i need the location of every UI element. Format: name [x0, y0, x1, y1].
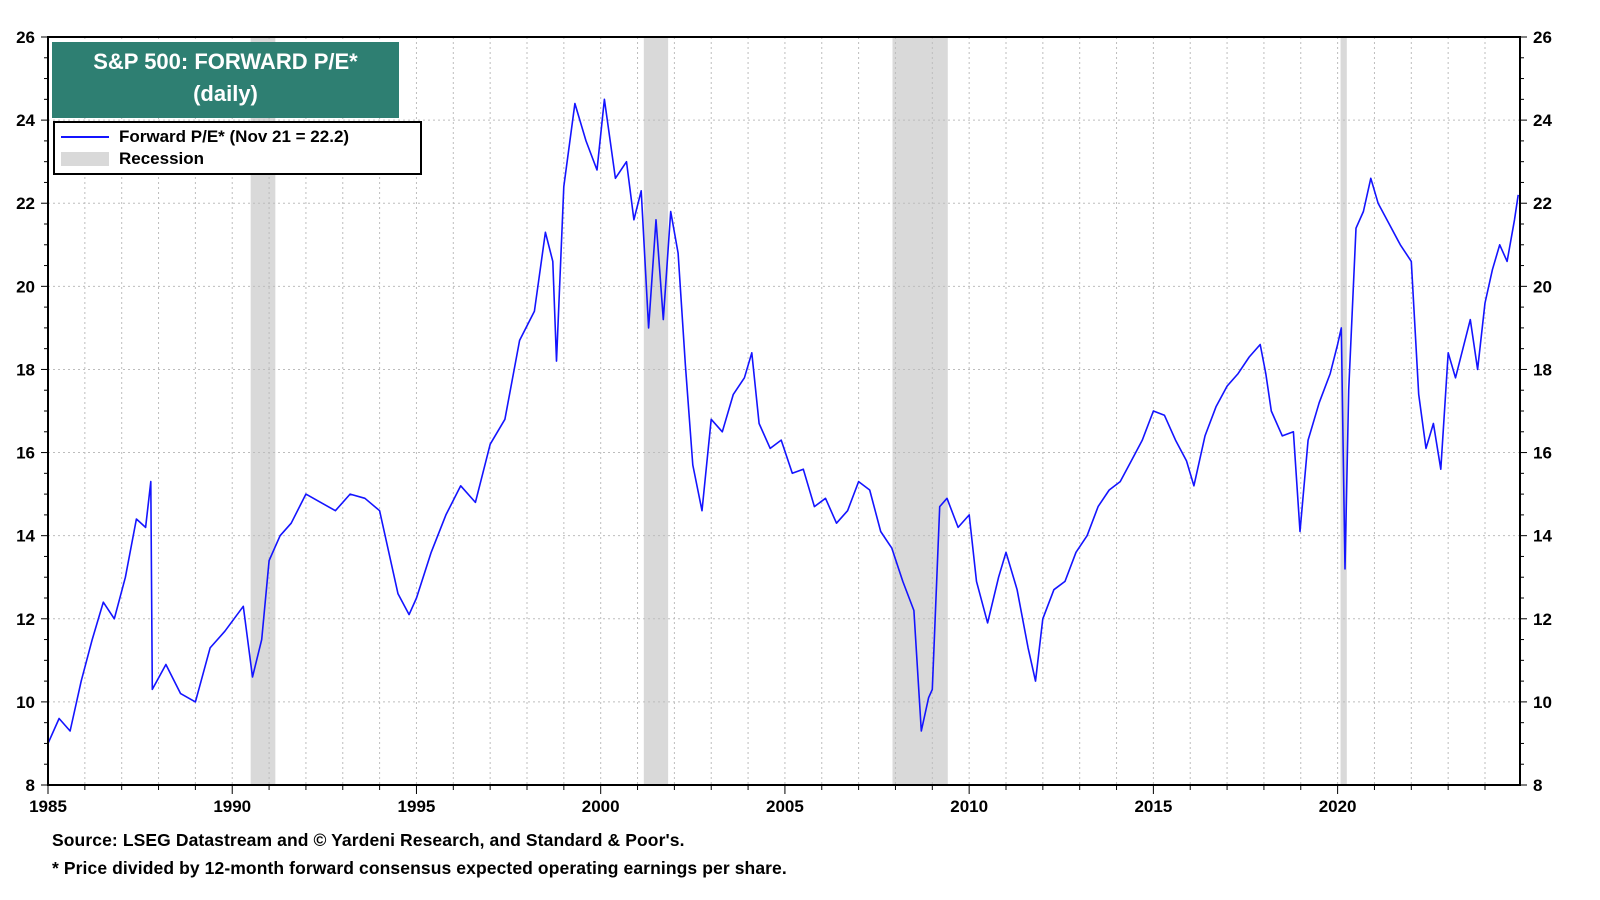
x-tick-label-1985: 1985 — [29, 797, 67, 816]
legend: Forward P/E* (Nov 21 = 22.2) Recession — [53, 121, 422, 175]
chart-title-box: S&P 500: FORWARD P/E* (daily) — [52, 42, 399, 118]
legend-label-forward-pe: Forward P/E* (Nov 21 = 22.2) — [119, 127, 350, 146]
x-tick-label-2010: 2010 — [950, 797, 988, 816]
recession-band-3 — [1340, 37, 1347, 785]
y-tick-label-left-8: 8 — [26, 776, 35, 795]
series-line-forward-pe — [47, 98, 1519, 744]
legend-label-recession: Recession — [119, 149, 205, 168]
y-tick-label-left-26: 26 — [16, 28, 35, 47]
legend-line-swatch — [61, 136, 109, 138]
plot-frame — [47, 36, 1521, 786]
legend-item-recession: Recession — [61, 148, 204, 170]
y-tick-label-left-12: 12 — [16, 610, 35, 629]
y-tick-label-right-8: 8 — [1533, 776, 1542, 795]
y-tick-label-right-18: 18 — [1533, 360, 1552, 379]
gridlines — [48, 37, 1520, 785]
y-tick-label-right-24: 24 — [1533, 111, 1552, 130]
x-tick-label-2005: 2005 — [766, 797, 804, 816]
recession-band-1 — [643, 37, 669, 785]
y-tick-label-left-14: 14 — [16, 527, 35, 546]
x-tick-label-2000: 2000 — [582, 797, 620, 816]
footnote-definition: * Price divided by 12-month forward cons… — [52, 858, 787, 878]
chart-title: S&P 500: FORWARD P/E* — [93, 49, 358, 74]
chart-subtitle: (daily) — [193, 81, 258, 106]
y-tick-label-right-14: 14 — [1533, 527, 1552, 546]
y-tick-label-right-12: 12 — [1533, 610, 1552, 629]
y-tick-label-right-10: 10 — [1533, 693, 1552, 712]
y-tick-label-left-18: 18 — [16, 360, 35, 379]
y-tick-label-right-16: 16 — [1533, 444, 1552, 463]
x-tick-label-2020: 2020 — [1319, 797, 1357, 816]
y-tick-label-right-22: 22 — [1533, 194, 1552, 213]
y-tick-label-left-16: 16 — [16, 444, 35, 463]
y-tick-label-right-26: 26 — [1533, 28, 1552, 47]
footnote-source: Source: LSEG Datastream and © Yardeni Re… — [52, 830, 685, 850]
y-tick-label-left-22: 22 — [16, 194, 35, 213]
x-tick-label-1990: 1990 — [213, 797, 251, 816]
legend-recession-swatch — [61, 152, 109, 166]
y-tick-label-left-10: 10 — [16, 693, 35, 712]
series-forward-pe — [47, 98, 1519, 744]
y-tick-label-right-20: 20 — [1533, 277, 1552, 296]
recession-band-2 — [892, 37, 948, 785]
y-tick-label-left-24: 24 — [16, 111, 35, 130]
y-tick-label-left-20: 20 — [16, 277, 35, 296]
x-tick-label-1995: 1995 — [398, 797, 436, 816]
legend-item-forward-pe: Forward P/E* (Nov 21 = 22.2) — [61, 126, 349, 148]
x-tick-label-2015: 2015 — [1134, 797, 1172, 816]
